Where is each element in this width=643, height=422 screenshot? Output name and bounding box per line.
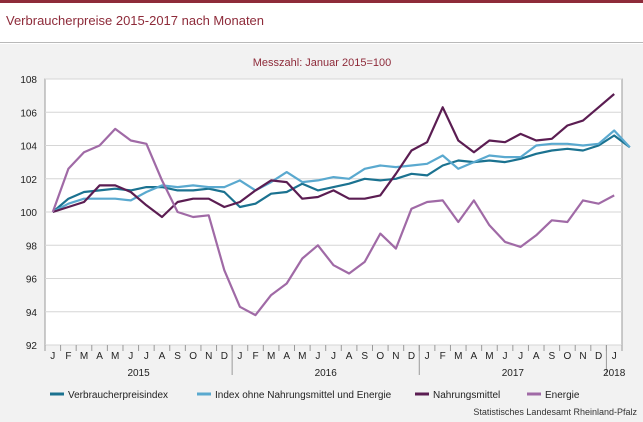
source-note: Statistisches Landesamt Rheinland-Pfalz <box>473 407 637 417</box>
x-tick-label: J <box>144 351 149 362</box>
x-tick-label: O <box>376 351 384 362</box>
x-tick-label: N <box>205 351 212 362</box>
x-tick-label: N <box>579 351 586 362</box>
x-tick-label: S <box>548 351 555 362</box>
x-tick-label: J <box>128 351 133 362</box>
series-line <box>52 93 615 219</box>
page-title: Verbraucherpreise 2015-2017 nach Monaten <box>6 13 265 28</box>
chart-panel: Messzahl: Januar 2015=100 92 94 96 98 100 102… <box>0 44 643 422</box>
x-tick-label: F <box>252 351 258 362</box>
line-chart: Messzahl: Januar 2015=100 92 94 96 98 100 102… <box>20 57 637 417</box>
top-accent-bar <box>0 0 643 3</box>
x-tick-label: D <box>221 351 228 362</box>
series-lines <box>51 93 631 317</box>
year-label: 2015 <box>127 368 150 379</box>
x-tick-label: N <box>392 351 399 362</box>
y-tick-label: 102 <box>20 175 37 186</box>
x-tick-label: D <box>408 351 415 362</box>
y-axis: 92 94 96 98 100 102 104 106 108 <box>20 75 37 352</box>
x-tick-label: O <box>564 351 572 362</box>
series-line <box>52 134 631 213</box>
y-tick-label: 104 <box>20 142 37 153</box>
y-tick-label: 98 <box>26 241 38 252</box>
x-tick-label: S <box>174 351 181 362</box>
x-tick-label: F <box>65 351 71 362</box>
year-label: 2017 <box>502 368 525 379</box>
x-tick-label: A <box>471 351 478 362</box>
x-tick-label: J <box>612 351 617 362</box>
x-tick-label: D <box>595 351 602 362</box>
x-tick-label: J <box>503 351 508 362</box>
x-tick-label: A <box>159 351 166 362</box>
y-tick-label: 94 <box>26 308 38 319</box>
x-tick-label: A <box>96 351 103 362</box>
x-tick-label: M <box>80 351 88 362</box>
year-label: 2016 <box>315 368 338 379</box>
x-tick-label: J <box>518 351 523 362</box>
y-tick-label: 96 <box>26 275 38 286</box>
x-tick-label: O <box>189 351 197 362</box>
legend: Verbraucherpreisindex Index ohne Nahrungs… <box>50 390 580 401</box>
x-tick-label: A <box>533 351 540 362</box>
series-line <box>52 129 631 213</box>
x-tick-label: J <box>50 351 55 362</box>
x-tick-label: A <box>283 351 290 362</box>
title-divider <box>0 42 643 43</box>
x-tick-label: F <box>440 351 446 362</box>
year-label: 2018 <box>603 368 626 379</box>
x-tick-label: M <box>485 351 493 362</box>
x-tick-label: J <box>425 351 430 362</box>
chart-subtitle: Messzahl: Januar 2015=100 <box>253 57 392 69</box>
x-tick-label: M <box>267 351 275 362</box>
y-tick-label: 92 <box>26 341 38 352</box>
y-tick-label: 106 <box>20 108 37 119</box>
y-tick-label: 108 <box>20 75 37 86</box>
legend-label: Energie <box>545 390 580 401</box>
x-tick-label: J <box>237 351 242 362</box>
x-axis: J F M A M J J A S O N D J F M A M J J A S O N D J F M A M J J A S O N D J201… <box>44 345 626 379</box>
x-tick-label: A <box>346 351 353 362</box>
legend-label: Index ohne Nahrungsmittel und Energie <box>215 390 392 401</box>
legend-label: Verbraucherpreisindex <box>68 390 168 401</box>
x-tick-label: M <box>454 351 462 362</box>
x-tick-label: M <box>111 351 119 362</box>
legend-label: Nahrungsmittel <box>433 390 500 401</box>
gridlines <box>45 78 622 346</box>
x-tick-label: M <box>298 351 306 362</box>
x-tick-label: S <box>361 351 368 362</box>
x-tick-label: J <box>331 351 336 362</box>
x-tick-label: J <box>315 351 320 362</box>
series-line <box>51 127 615 317</box>
y-tick-label: 100 <box>20 208 37 219</box>
